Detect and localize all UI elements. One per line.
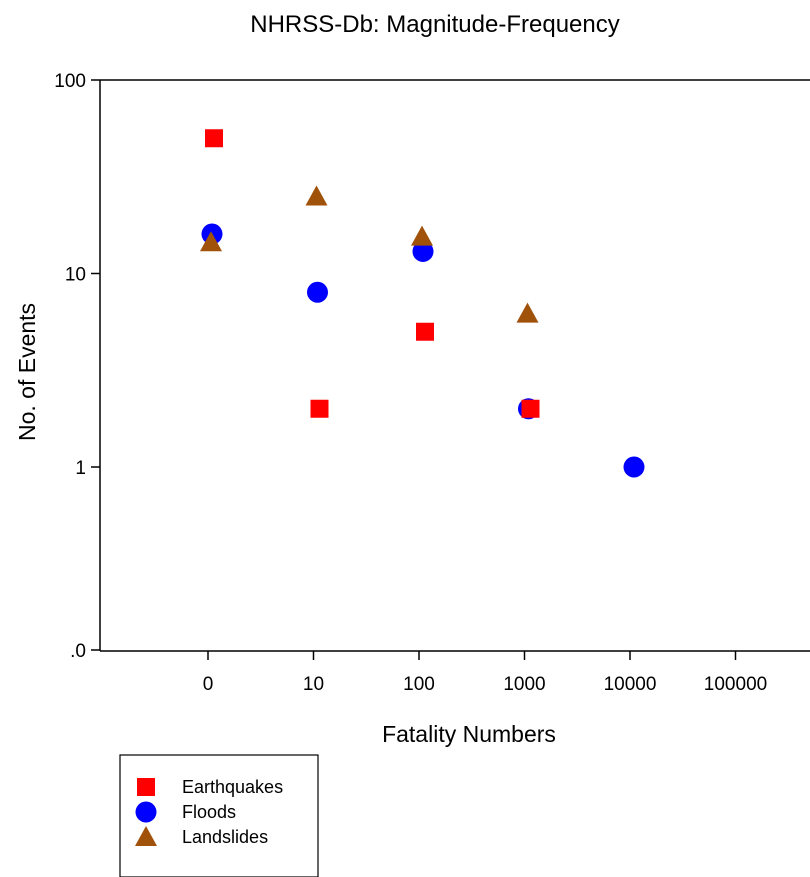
axes <box>99 79 810 652</box>
x-tick-label: 1000 <box>503 674 545 695</box>
x-axis-ticks: 0 10 100 1000 10000 100000 <box>203 651 767 695</box>
floods-point <box>307 281 328 303</box>
legend-label-earthquakes: Earthquakes <box>182 777 283 797</box>
landslides-point <box>411 225 433 246</box>
landslides-point <box>200 231 222 252</box>
earthquakes-legend-marker <box>137 778 155 796</box>
x-tick-label: 0 <box>203 674 214 695</box>
floods-point <box>412 240 434 262</box>
landslides-point <box>305 185 328 206</box>
earthquakes-point <box>310 399 329 418</box>
y-axis-ticks: .0 1 10 100 <box>54 71 100 662</box>
y-tick-label: 1 <box>75 458 86 479</box>
x-tick-label: 10000 <box>604 674 657 695</box>
x-tick-label: 100 <box>403 674 435 695</box>
x-tick-label: 100000 <box>704 674 767 695</box>
earthquakes-point <box>205 129 223 148</box>
landslides-point <box>516 302 539 323</box>
legend: Earthquakes Floods Landslides <box>119 754 319 877</box>
landslides-legend-marker <box>135 826 157 846</box>
y-tick-label: .0 <box>70 641 86 662</box>
data-points <box>200 129 645 478</box>
earthquakes-point <box>521 399 540 418</box>
chart-title: NHRSS-Db: Magnitude-Frequency <box>250 11 619 38</box>
y-axis-label: No. of Events <box>14 303 40 441</box>
y-tick-label: 100 <box>54 71 86 92</box>
legend-label-landslides: Landslides <box>182 827 268 847</box>
x-axis-label: Fatality Numbers <box>382 721 556 747</box>
x-tick-label: 10 <box>303 674 324 695</box>
legend-label-floods: Floods <box>182 802 236 822</box>
floods-legend-marker <box>135 801 157 823</box>
y-tick-label: 10 <box>65 265 86 286</box>
earthquakes-point <box>416 322 434 341</box>
floods-point <box>623 456 645 478</box>
